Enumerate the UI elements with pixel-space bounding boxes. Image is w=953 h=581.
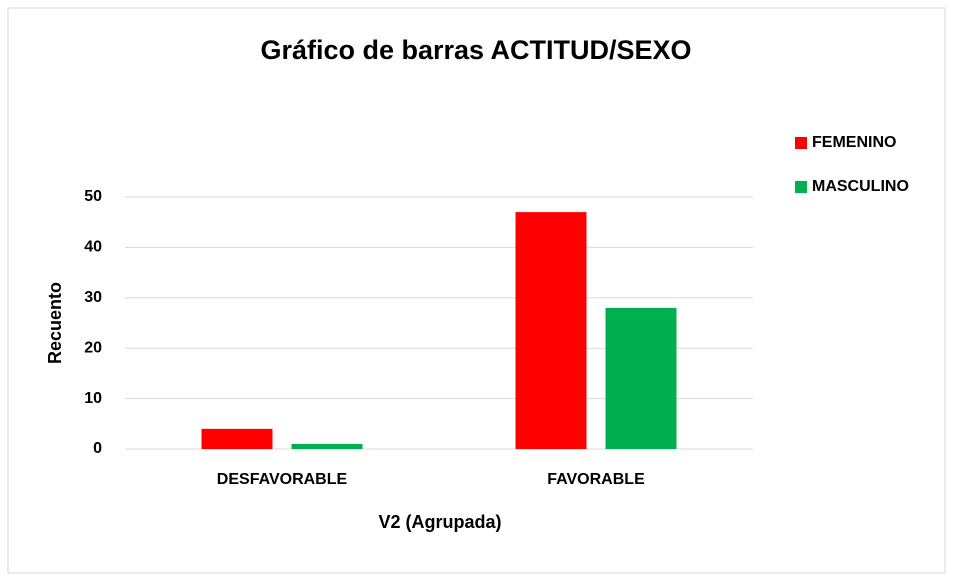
- x-axis-label: V2 (Agrupada): [378, 512, 501, 532]
- legend-swatch: [795, 181, 807, 193]
- y-tick-label: 20: [84, 339, 102, 356]
- y-tick-label: 40: [84, 239, 102, 256]
- y-tick-label: 10: [84, 390, 102, 407]
- y-axis-label: Recuento: [45, 282, 65, 364]
- bar: [515, 212, 587, 449]
- x-tick-label: FAVORABLE: [547, 471, 645, 488]
- legend-label: FEMENINO: [812, 134, 896, 151]
- chart-title: Gráfico de barras ACTITUD/SEXO: [260, 35, 691, 65]
- bar: [605, 307, 677, 449]
- y-tick-label: 30: [84, 289, 102, 306]
- y-tick-label: 0: [93, 440, 102, 457]
- legend-swatch: [795, 137, 807, 149]
- bar: [201, 428, 273, 449]
- chart-frame: [7, 7, 946, 574]
- bar: [291, 443, 363, 449]
- x-tick-label: DESFAVORABLE: [217, 471, 348, 488]
- y-tick-label: 50: [84, 188, 102, 205]
- legend-label: MASCULINO: [812, 178, 909, 195]
